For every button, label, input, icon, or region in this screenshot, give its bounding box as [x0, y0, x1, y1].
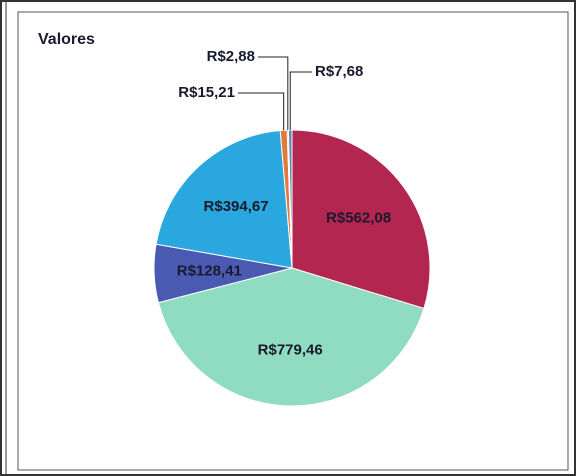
data-label: R$15,21: [178, 84, 235, 101]
leader-line: [238, 92, 285, 131]
pie-slice: [155, 129, 293, 269]
chart-title: Valores: [38, 31, 95, 48]
leader-line: [258, 56, 289, 131]
pie-slice: [157, 267, 425, 407]
data-label: R$2,88: [207, 48, 255, 65]
data-label: R$562,08: [326, 210, 391, 227]
data-label: R$7,68: [315, 63, 363, 80]
data-label: R$394,67: [204, 198, 269, 215]
leader-line: [289, 71, 312, 131]
chart-frame: [17, 11, 569, 471]
data-label: R$779,46: [258, 342, 323, 359]
data-label: R$128,41: [177, 262, 242, 279]
pie-slice: [287, 129, 293, 269]
pie-slice: [291, 129, 431, 310]
